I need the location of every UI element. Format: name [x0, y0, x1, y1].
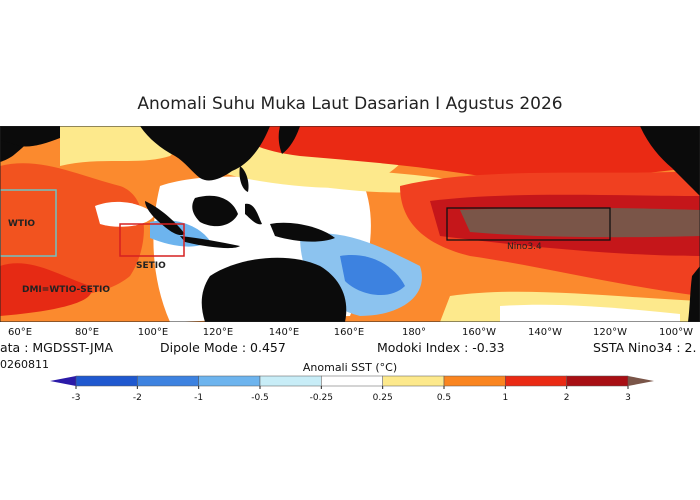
colorbar-segment: [443, 375, 506, 387]
map-title: Anomali Suhu Muka Laut Dasarian I Agustu…: [137, 94, 563, 114]
colorbar-tick-label: -3: [72, 393, 81, 403]
colorbar-tick-label: 2: [564, 393, 570, 403]
new-guinea-land: [270, 222, 335, 242]
colorbar-tick-label: 0.5: [437, 393, 451, 403]
colorbar-tick-label: -0.5: [251, 393, 269, 403]
nino34-label: Nino3.4: [507, 242, 542, 252]
nino34-box: [446, 207, 611, 241]
colorbar-segment: [566, 375, 629, 387]
sst-anomaly-map: WTIO SETIO DMI=WTIO-SETIO Nino3.4: [0, 126, 700, 322]
colorbar-segment: [505, 375, 567, 387]
south-america-land: [688, 266, 700, 322]
colorbar-segment: [321, 375, 383, 387]
colorbar-segment: [137, 375, 199, 387]
setio-box: [119, 223, 185, 257]
wtio-box: [0, 189, 57, 257]
longitude-tick-label: 140°E: [268, 327, 300, 338]
philippines-land: [239, 166, 249, 192]
dipole-mode-text: Dipole Mode : 0.457: [160, 340, 286, 355]
pacific-cool-core: [340, 255, 405, 296]
colorbar-under-arrow: [50, 376, 76, 386]
colorbar-over-arrow: [628, 376, 654, 386]
sumatra-land: [145, 201, 185, 236]
colorbar: -3 -2 -1 -0.5 -0.25 0.25 0.5 1 2 3: [50, 375, 654, 403]
colorbar-tick-label: 0.25: [373, 393, 393, 403]
borneo-land: [192, 195, 238, 227]
colorbar-tick-label: 3: [625, 393, 631, 403]
indian-ocean-strong-warm: [0, 263, 92, 316]
colorbar-segment: [75, 375, 138, 387]
nino-core: [460, 207, 700, 238]
modoki-index-text: Modoki Index : -0.33: [377, 340, 505, 355]
colorbar-tick-label: -1: [194, 393, 203, 403]
longitude-tick-label: 60°E: [7, 327, 33, 338]
north-pacific-warm: [230, 126, 700, 178]
japan-land: [278, 126, 300, 154]
colorbar-segment: [382, 375, 445, 387]
date-text: 0260811: [0, 358, 49, 371]
colorbar-tick-label: 1: [502, 393, 508, 403]
longitude-tick-label: 100°E: [137, 327, 169, 338]
colorbar-tick-label: -0.25: [310, 393, 333, 403]
sulawesi-land: [245, 203, 262, 225]
colorbar-segment: [198, 375, 261, 387]
dmi-formula-label: DMI=WTIO-SETIO: [22, 285, 110, 295]
longitude-tick-label: 160°W: [462, 327, 496, 338]
longitude-tick-label: 120°E: [202, 327, 234, 338]
java-land: [180, 236, 240, 249]
asia-land: [140, 126, 270, 181]
colorbar-tick-label: -2: [133, 393, 142, 403]
south-pacific-white: [500, 304, 680, 322]
longitude-tick-label: 140°W: [528, 327, 562, 338]
ssta-nino34-text: SSTA Nino34 : 2.: [593, 340, 697, 355]
longitude-tick-label: 100°W: [659, 327, 693, 338]
indian-ocean-neutral-patch: [95, 201, 155, 227]
longitude-tick-label: 160°E: [333, 327, 365, 338]
data-source-text: ata : MGDSST-JMA: [0, 340, 114, 355]
setio-label: SETIO: [136, 261, 166, 271]
north-america-land: [640, 126, 700, 196]
longitude-tick-label: 80°E: [74, 327, 100, 338]
longitude-tick-label: 120°W: [593, 327, 627, 338]
wtio-label: WTIO: [8, 219, 35, 229]
colorbar-segment: [259, 375, 322, 387]
australia-land: [201, 257, 347, 322]
arabia-land: [0, 126, 60, 147]
longitude-tick-label: 180°: [401, 327, 427, 338]
colorbar-title: Anomali SST (°C): [302, 361, 398, 374]
